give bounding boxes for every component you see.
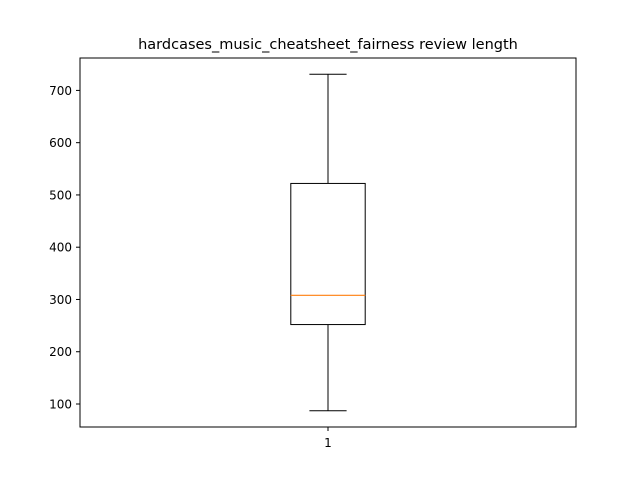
y-tick-label: 500 (49, 188, 72, 202)
y-tick-label: 400 (49, 241, 72, 255)
y-axis: 100 200 300 400 500 600 700 (49, 84, 80, 412)
y-tick-label: 200 (49, 345, 72, 359)
y-tick-label: 600 (49, 136, 72, 150)
chart-title: hardcases_music_cheatsheet_fairness revi… (138, 37, 518, 53)
x-tick-label: 1 (324, 436, 332, 450)
y-tick-label: 300 (49, 293, 72, 307)
x-axis: 1 (324, 427, 332, 450)
y-tick-label: 100 (49, 398, 72, 412)
box-series (290, 73, 366, 412)
box-group (290, 73, 366, 412)
iqr-box (290, 182, 366, 326)
y-tick-label: 700 (49, 84, 72, 98)
